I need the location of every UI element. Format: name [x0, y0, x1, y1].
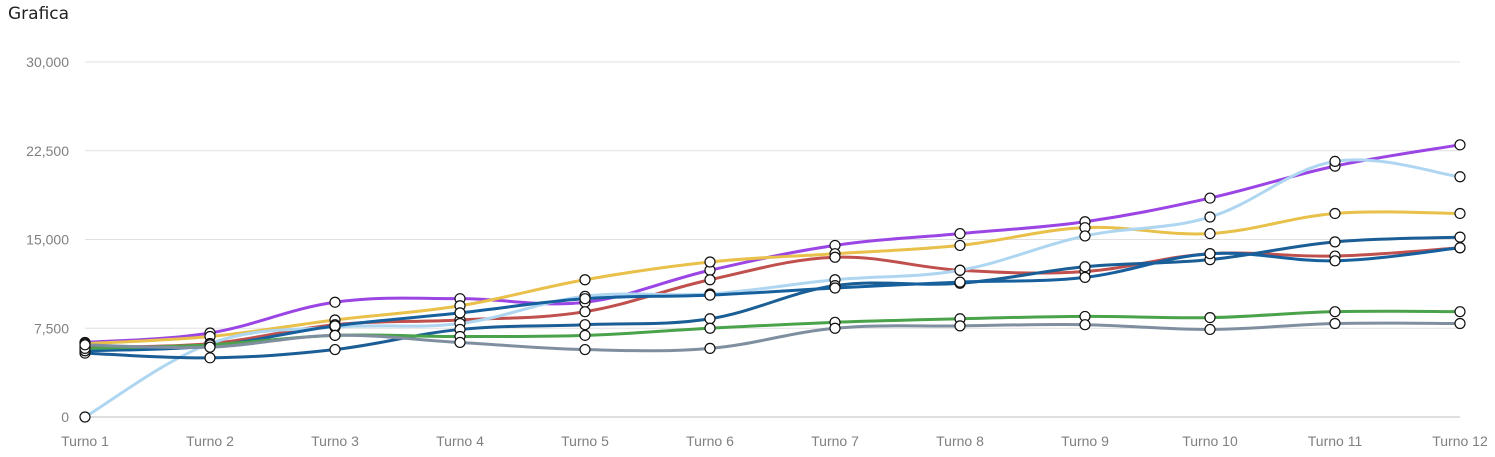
data-point[interactable]	[1454, 306, 1466, 318]
data-point[interactable]	[454, 307, 466, 319]
series-line	[83, 143, 1462, 344]
data-point[interactable]	[1454, 139, 1466, 151]
x-tick-label: Turno 3	[311, 433, 359, 449]
data-point[interactable]	[1079, 319, 1091, 331]
x-tick-label: Turno 4	[436, 433, 484, 449]
data-point[interactable]	[1079, 271, 1091, 283]
data-point[interactable]	[1454, 207, 1466, 220]
data-point[interactable]	[1329, 236, 1341, 248]
x-tick-label: Turno 6	[686, 433, 734, 449]
data-point[interactable]	[704, 289, 716, 301]
data-point[interactable]	[1204, 248, 1216, 260]
x-tick-label: Turno 12	[1432, 433, 1488, 449]
data-point[interactable]	[1329, 317, 1341, 330]
data-point[interactable]	[829, 282, 841, 294]
data-point[interactable]	[1079, 261, 1091, 273]
x-tick-label: Turno 7	[811, 433, 859, 449]
data-point[interactable]	[1204, 227, 1216, 240]
series-line	[83, 158, 1462, 419]
data-point[interactable]	[1204, 192, 1216, 204]
data-point[interactable]	[579, 306, 591, 318]
data-point[interactable]	[704, 256, 716, 268]
x-tick-label: Turno 2	[186, 433, 234, 449]
data-point[interactable]	[329, 329, 341, 341]
data-point[interactable]	[704, 342, 716, 354]
data-point[interactable]	[954, 227, 966, 240]
data-point[interactable]	[704, 313, 716, 325]
series-line	[83, 235, 1462, 360]
data-point[interactable]	[1454, 231, 1466, 243]
data-point[interactable]	[1204, 323, 1216, 336]
data-point[interactable]	[79, 339, 91, 351]
series-line	[83, 210, 1462, 346]
data-point[interactable]	[79, 411, 91, 423]
data-point[interactable]	[204, 352, 216, 364]
data-point[interactable]	[579, 319, 591, 331]
data-point[interactable]	[1454, 242, 1466, 254]
data-point[interactable]	[579, 343, 591, 356]
data-point[interactable]	[954, 276, 966, 288]
data-point[interactable]	[704, 322, 716, 334]
data-point[interactable]	[704, 274, 716, 286]
series-line	[83, 321, 1462, 353]
data-point[interactable]	[579, 293, 591, 305]
data-point[interactable]	[1329, 155, 1341, 167]
series-lines	[83, 143, 1462, 419]
data-point[interactable]	[1454, 317, 1466, 330]
y-tick-label: 7,500	[34, 320, 69, 336]
data-point[interactable]	[329, 320, 341, 332]
data-point[interactable]	[1329, 255, 1341, 267]
chart-title: Grafica	[8, 4, 70, 24]
data-point[interactable]	[204, 341, 216, 353]
grid-lines	[85, 61, 1460, 418]
y-tick-label: 0	[61, 409, 69, 425]
data-point[interactable]	[1204, 211, 1216, 223]
data-point[interactable]	[1079, 230, 1091, 242]
series-line	[83, 246, 1462, 353]
data-point[interactable]	[579, 274, 591, 286]
y-tick-label: 30,000	[26, 54, 69, 70]
x-axis-ticks: Turno 1 Turno 2 Turno 3 Turno 4 Turno 5 Turno…	[61, 433, 1488, 449]
x-tick-label: Turno 9	[1061, 433, 1109, 449]
x-tick-label: Turno 5	[561, 433, 609, 449]
data-point[interactable]	[954, 239, 966, 252]
y-tick-label: 15,000	[26, 232, 69, 248]
data-point[interactable]	[1329, 306, 1341, 318]
data-point[interactable]	[954, 320, 966, 332]
data-point[interactable]	[579, 329, 591, 341]
data-point[interactable]	[329, 296, 341, 308]
data-point[interactable]	[1204, 312, 1216, 324]
y-tick-label: 22,500	[26, 143, 69, 159]
data-point[interactable]	[954, 264, 966, 276]
data-point[interactable]	[1329, 207, 1341, 220]
x-tick-label: Turno 10	[1182, 433, 1238, 449]
x-tick-label: Turno 11	[1308, 433, 1363, 449]
data-point[interactable]	[1454, 171, 1466, 183]
series-points	[79, 139, 1466, 423]
data-point[interactable]	[829, 322, 841, 334]
data-point[interactable]	[329, 343, 341, 356]
data-point[interactable]	[454, 336, 466, 349]
y-axis-ticks: 0 7,500 15,000 22,500 30,000	[26, 54, 69, 425]
x-tick-label: Turno 8	[936, 433, 984, 449]
data-point[interactable]	[829, 251, 841, 263]
x-tick-label: Turno 1	[61, 433, 109, 449]
